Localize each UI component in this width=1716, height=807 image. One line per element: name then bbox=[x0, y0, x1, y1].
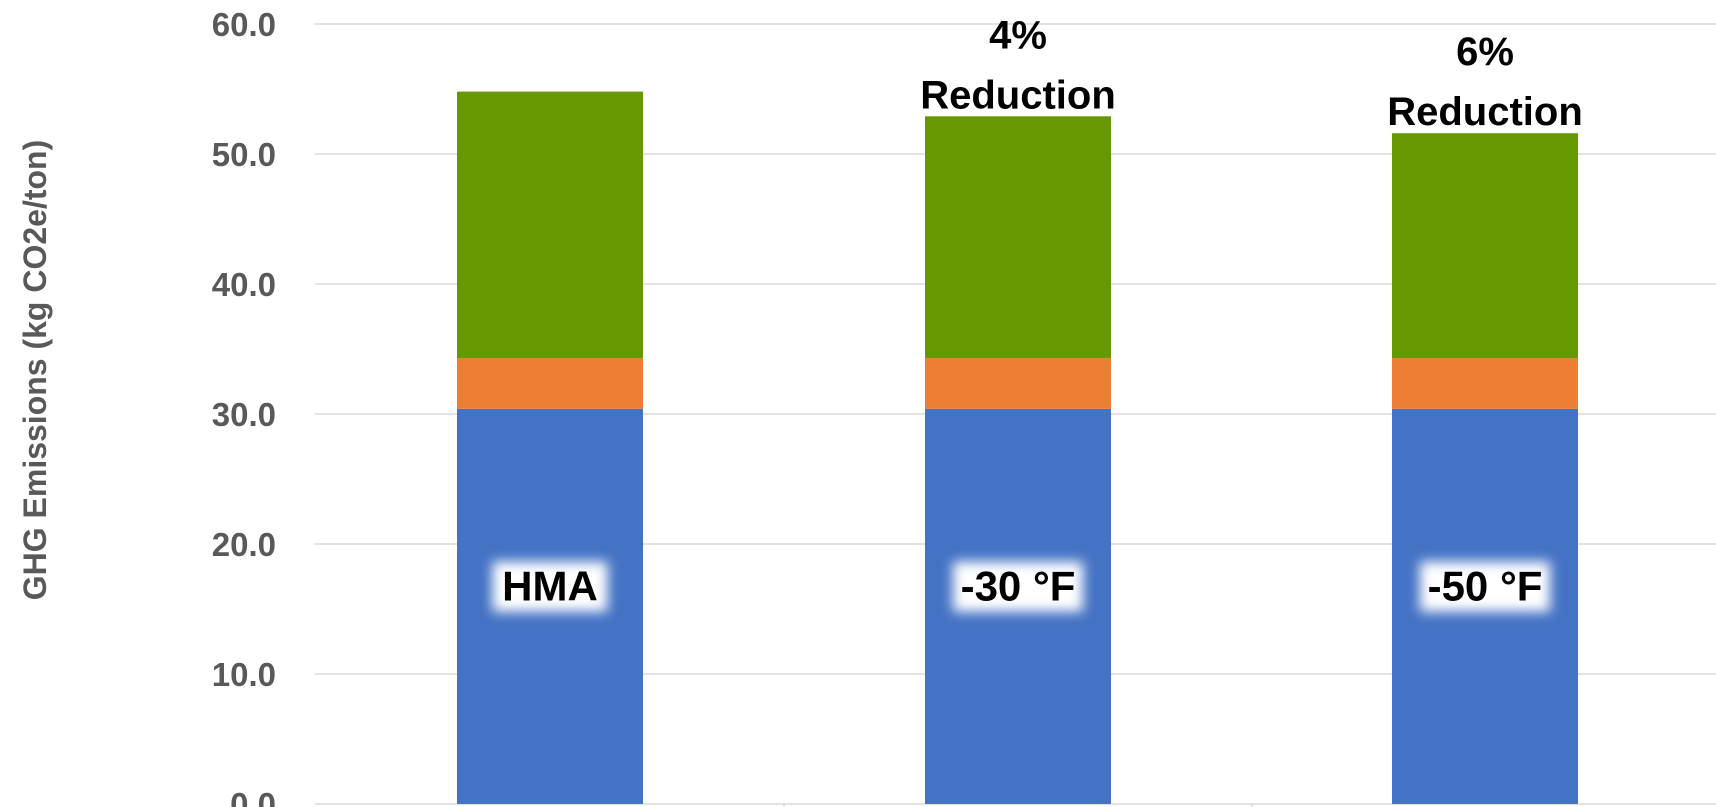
bar-label-glow bbox=[492, 561, 608, 612]
bar-segment-1-2 bbox=[457, 358, 643, 409]
reduction-annotation: 4% bbox=[989, 13, 1047, 57]
y-tick-label: 30.0 bbox=[212, 396, 276, 433]
y-axis-title: GHG Emissions (kg CO2e/ton) bbox=[17, 140, 53, 601]
y-tick-label: 60.0 bbox=[212, 6, 276, 43]
y-tick-label: 10.0 bbox=[212, 656, 276, 693]
bar-label-glow bbox=[1420, 561, 1550, 612]
bars bbox=[457, 91, 1578, 804]
bar-segment-3-3 bbox=[1392, 133, 1578, 359]
y-tick-label: 20.0 bbox=[212, 526, 276, 563]
y-tick-label: 0.0 bbox=[230, 786, 276, 807]
category-label: -50 °F bbox=[1428, 563, 1543, 610]
bar-segment-2-2 bbox=[925, 358, 1111, 409]
reduction-annotation: Reduction bbox=[920, 73, 1116, 117]
reduction-annotation: Reduction bbox=[1387, 90, 1583, 134]
annotations: 4% Reduction 6% Reduction bbox=[920, 13, 1583, 134]
category-label: HMA bbox=[502, 563, 598, 610]
reduction-annotation: 6% bbox=[1456, 30, 1514, 74]
bar-segment-1-3 bbox=[457, 91, 643, 359]
y-tick-label: 50.0 bbox=[212, 136, 276, 173]
y-tick-label: 40.0 bbox=[212, 266, 276, 303]
bar-labels: HMA -30 °F -50 °F bbox=[492, 561, 1550, 612]
y-axis-ticks: 0.0 10.0 20.0 30.0 40.0 50.0 60.0 bbox=[212, 6, 276, 807]
category-label: -30 °F bbox=[961, 563, 1076, 610]
bar-label-glow bbox=[953, 561, 1083, 612]
bar-segment-2-3 bbox=[925, 116, 1111, 359]
bar-segment-3-2 bbox=[1392, 358, 1578, 409]
